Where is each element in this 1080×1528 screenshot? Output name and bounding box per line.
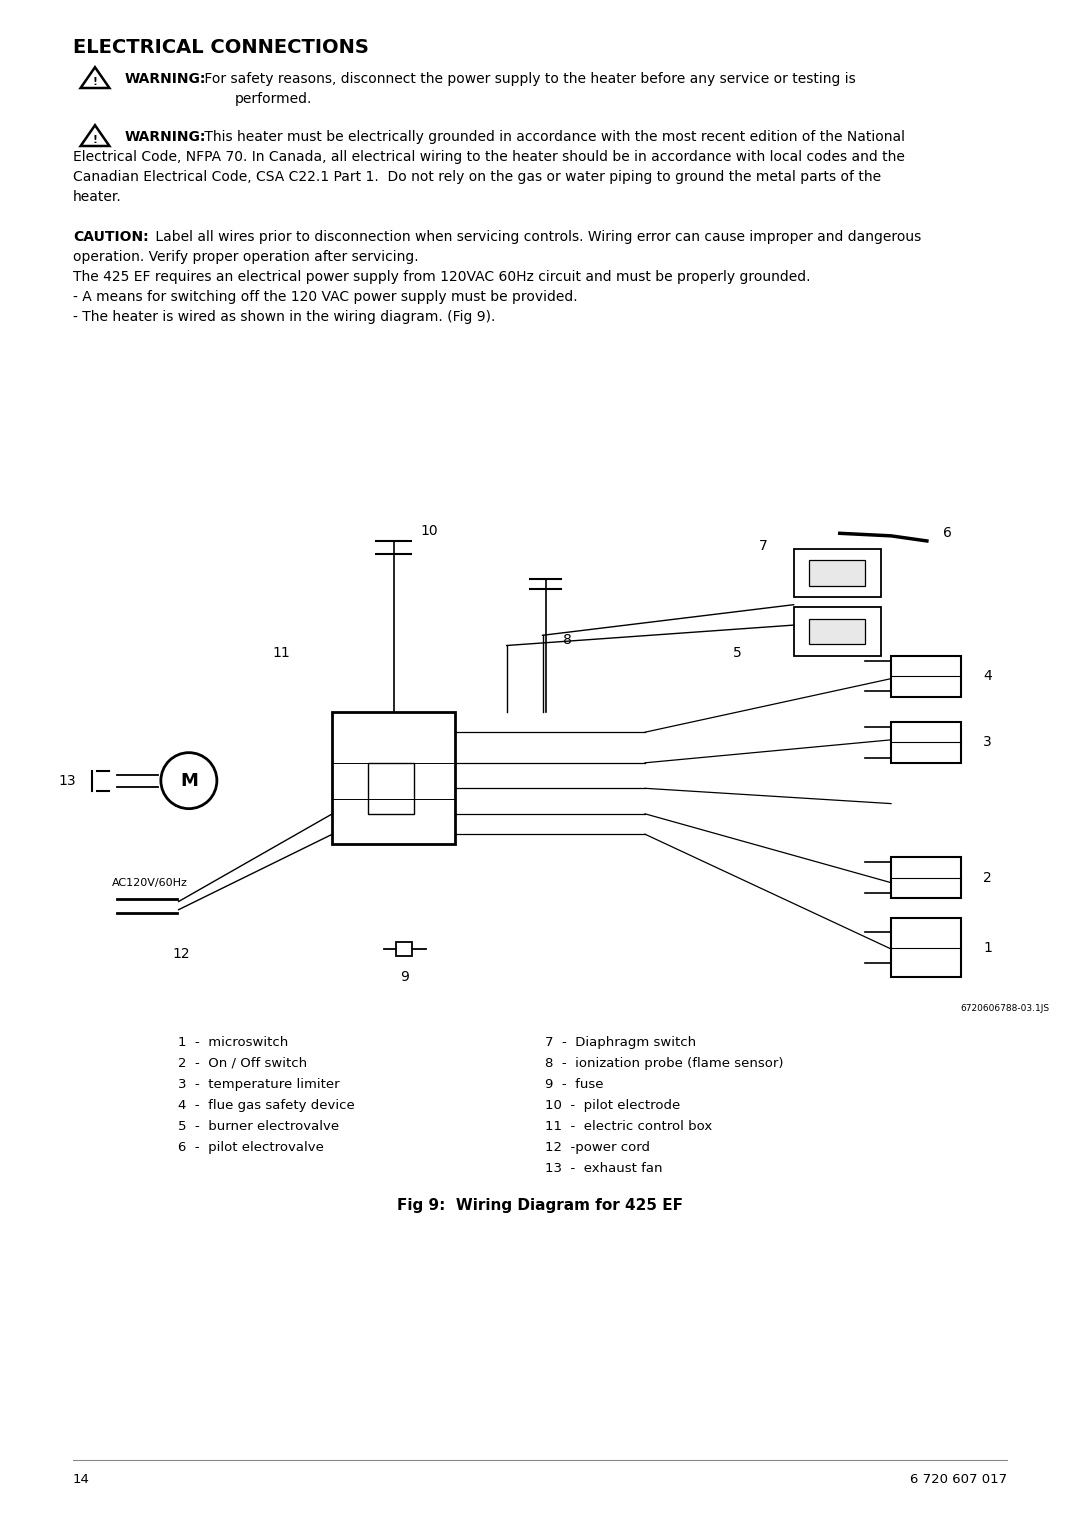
Bar xyxy=(368,762,415,814)
Text: 7: 7 xyxy=(758,539,767,553)
Text: !: ! xyxy=(93,134,97,145)
Bar xyxy=(891,857,961,898)
Text: 3: 3 xyxy=(983,735,993,749)
Text: 5: 5 xyxy=(733,646,742,660)
Bar xyxy=(396,941,413,957)
Text: 5  -  burner electrovalve: 5 - burner electrovalve xyxy=(178,1120,339,1132)
Bar xyxy=(809,619,865,645)
Text: WARNING:: WARNING: xyxy=(125,72,206,86)
Text: 2: 2 xyxy=(983,871,993,885)
Text: 10  -  pilot electrode: 10 - pilot electrode xyxy=(545,1099,680,1112)
Bar xyxy=(891,656,961,697)
Text: M: M xyxy=(180,772,198,790)
Bar xyxy=(809,561,865,585)
Text: The 425 EF requires an electrical power supply from 120VAC 60Hz circuit and must: The 425 EF requires an electrical power … xyxy=(73,270,810,284)
Text: For safety reasons, disconnect the power supply to the heater before any service: For safety reasons, disconnect the power… xyxy=(200,72,855,86)
Text: - A means for switching off the 120 VAC power supply must be provided.: - A means for switching off the 120 VAC … xyxy=(73,290,578,304)
Text: WARNING:: WARNING: xyxy=(125,130,206,144)
Text: 9: 9 xyxy=(400,970,408,984)
Text: 3  -  temperature limiter: 3 - temperature limiter xyxy=(178,1077,339,1091)
Text: 2  -  On / Off switch: 2 - On / Off switch xyxy=(178,1057,307,1070)
Bar xyxy=(891,918,961,976)
Text: 10: 10 xyxy=(421,524,438,538)
Text: 6  -  pilot electrovalve: 6 - pilot electrovalve xyxy=(178,1141,324,1154)
Text: 12: 12 xyxy=(173,947,190,961)
Text: 14: 14 xyxy=(73,1473,90,1487)
Text: 8  -  ionization probe (flame sensor): 8 - ionization probe (flame sensor) xyxy=(545,1057,783,1070)
Text: 1  -  microswitch: 1 - microswitch xyxy=(178,1036,288,1050)
Bar xyxy=(794,607,881,656)
Text: 6 720 607 017: 6 720 607 017 xyxy=(909,1473,1007,1487)
Text: performed.: performed. xyxy=(235,92,312,105)
Text: Label all wires prior to disconnection when servicing controls. Wiring error can: Label all wires prior to disconnection w… xyxy=(151,231,921,244)
Text: - The heater is wired as shown in the wiring diagram. (Fig 9).: - The heater is wired as shown in the wi… xyxy=(73,310,496,324)
Text: 4: 4 xyxy=(983,669,993,683)
Text: 9  -  fuse: 9 - fuse xyxy=(545,1077,604,1091)
Text: 13  -  exhaust fan: 13 - exhaust fan xyxy=(545,1161,662,1175)
Text: CAUTION:: CAUTION: xyxy=(73,231,149,244)
Text: AC120V/60Hz: AC120V/60Hz xyxy=(112,877,188,888)
Text: heater.: heater. xyxy=(73,189,122,205)
Text: operation. Verify proper operation after servicing.: operation. Verify proper operation after… xyxy=(73,251,419,264)
Text: 4  -  flue gas safety device: 4 - flue gas safety device xyxy=(178,1099,354,1112)
Bar xyxy=(333,712,456,845)
Text: 1: 1 xyxy=(983,941,993,955)
Text: Fig 9:  Wiring Diagram for 425 EF: Fig 9: Wiring Diagram for 425 EF xyxy=(397,1198,683,1213)
Text: 6720606788-03.1JS: 6720606788-03.1JS xyxy=(961,1004,1050,1013)
Text: 13: 13 xyxy=(58,773,76,787)
Text: 6: 6 xyxy=(943,526,951,541)
Text: ELECTRICAL CONNECTIONS: ELECTRICAL CONNECTIONS xyxy=(73,38,369,57)
Bar xyxy=(794,549,881,597)
Text: 12  -power cord: 12 -power cord xyxy=(545,1141,650,1154)
Text: 8: 8 xyxy=(563,634,572,648)
Text: 11  -  electric control box: 11 - electric control box xyxy=(545,1120,712,1132)
Text: 7  -  Diaphragm switch: 7 - Diaphragm switch xyxy=(545,1036,697,1050)
Text: Electrical Code, NFPA 70. In Canada, all electrical wiring to the heater should : Electrical Code, NFPA 70. In Canada, all… xyxy=(73,150,905,163)
Bar xyxy=(891,723,961,762)
Text: !: ! xyxy=(93,76,97,87)
Text: 11: 11 xyxy=(272,646,291,660)
Text: Canadian Electrical Code, CSA C22.1 Part 1.  Do not rely on the gas or water pip: Canadian Electrical Code, CSA C22.1 Part… xyxy=(73,170,881,183)
Text: This heater must be electrically grounded in accordance with the most recent edi: This heater must be electrically grounde… xyxy=(200,130,905,144)
